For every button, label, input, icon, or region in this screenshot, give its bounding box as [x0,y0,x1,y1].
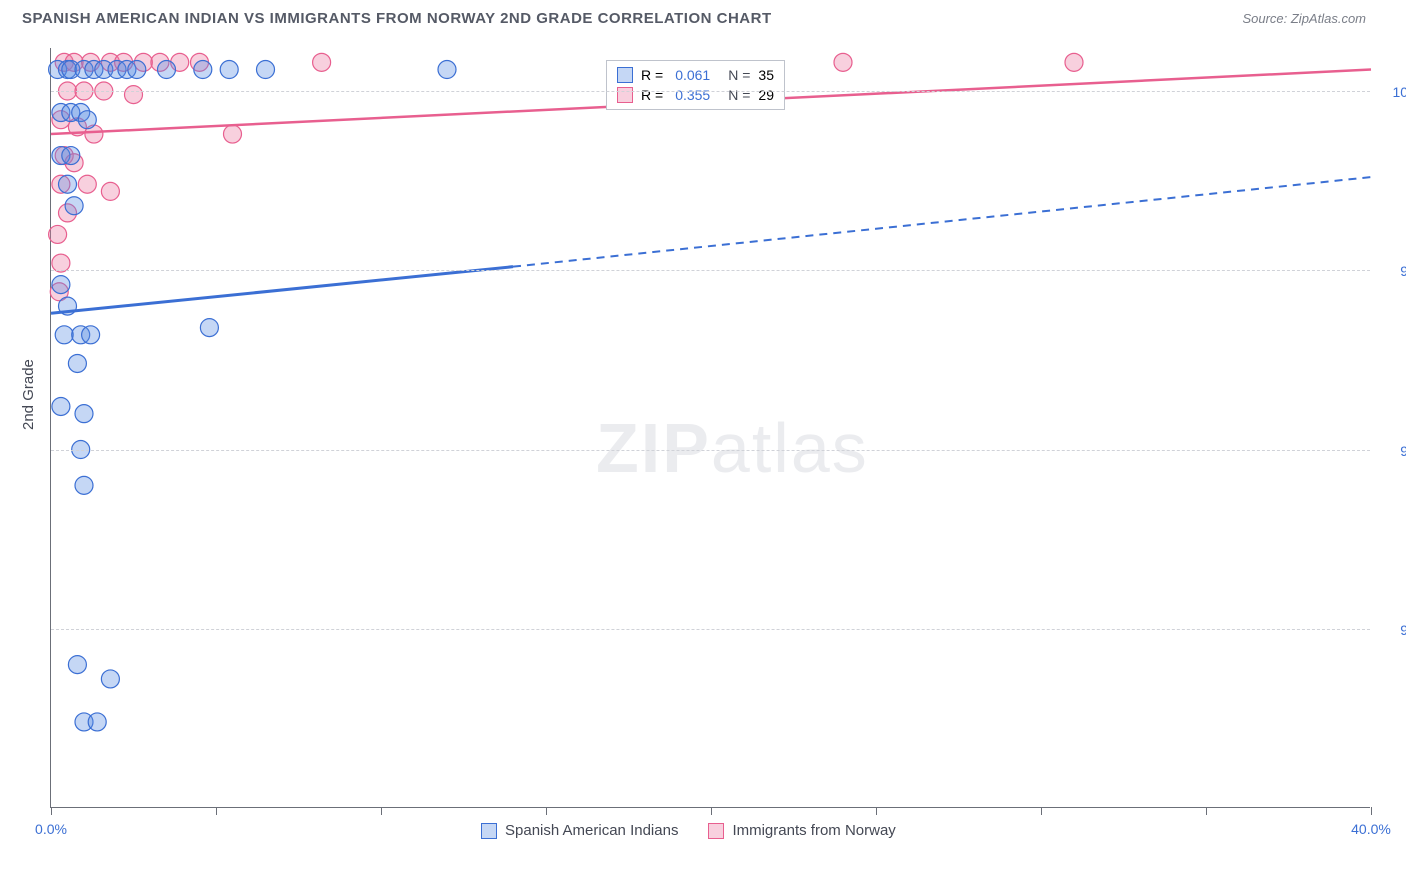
scatter-point [224,125,242,143]
scatter-point [65,197,83,215]
legend-label-pink: Immigrants from Norway [732,822,895,839]
source-attribution: Source: ZipAtlas.com [1242,11,1366,26]
chart-title: SPANISH AMERICAN INDIAN VS IMMIGRANTS FR… [22,10,772,27]
legend-swatch-blue [617,67,633,83]
scatter-point [55,326,73,344]
gridline-h: 92.5% [51,629,1370,630]
y-tick-label: 92.5% [1380,622,1406,638]
scatter-point [194,61,212,79]
legend-swatch-blue-b [481,823,497,839]
x-tick [546,807,547,815]
scatter-point [52,397,70,415]
scatter-point [75,476,93,494]
gridline-h: 100.0% [51,91,1370,92]
scatter-point [834,53,852,71]
x-tick-label: 0.0% [35,821,67,837]
legend-label-blue: Spanish American Indians [505,822,678,839]
scatter-point [101,670,119,688]
legend-item-pink: Immigrants from Norway [708,822,895,839]
r-label: R = [641,67,663,83]
scatter-point [200,319,218,337]
scatter-point [257,61,275,79]
x-tick [1371,807,1372,815]
legend-row-pink: R = 0.355 N = 29 [617,85,774,105]
scatter-point [75,405,93,423]
pink-n-value: 29 [758,87,774,103]
x-tick [1041,807,1042,815]
legend-item-blue: Spanish American Indians [481,822,678,839]
scatter-point [125,86,143,104]
x-tick-label: 40.0% [1351,821,1391,837]
correlation-legend: R = 0.061 N = 35 R = 0.355 N = 29 [606,60,785,110]
trend-line-blue-solid [51,267,513,314]
blue-n-value: 35 [758,67,774,83]
blue-r-value: 0.061 [675,67,710,83]
x-tick [381,807,382,815]
scatter-point [128,61,146,79]
x-tick [216,807,217,815]
gridline-h: 95.0% [51,450,1370,451]
pink-r-value: 0.355 [675,87,710,103]
x-tick [51,807,52,815]
n-label: N = [728,67,750,83]
legend-swatch-pink [617,87,633,103]
y-tick-label: 100.0% [1380,84,1406,100]
scatter-point [62,147,80,165]
trend-line-blue-dashed [513,177,1371,267]
scatter-point [68,656,86,674]
x-tick [711,807,712,815]
y-axis-title: 2nd Grade [20,359,37,430]
scatter-point [59,175,77,193]
scatter-plot-svg [51,48,1370,807]
scatter-point [82,326,100,344]
scatter-point [438,61,456,79]
scatter-point [158,61,176,79]
scatter-point [49,225,67,243]
scatter-point [68,354,86,372]
scatter-point [52,276,70,294]
y-tick-label: 97.5% [1380,263,1406,279]
scatter-point [101,182,119,200]
legend-swatch-pink-b [708,823,724,839]
scatter-point [88,713,106,731]
scatter-point [78,111,96,129]
y-tick-label: 95.0% [1380,443,1406,459]
chart-plot-area: ZIPatlas R = 0.061 N = 35 R = 0.355 N = … [50,48,1370,808]
series-legend: Spanish American Indians Immigrants from… [481,822,896,839]
scatter-point [220,61,238,79]
n-label: N = [728,87,750,103]
gridline-h: 97.5% [51,270,1370,271]
scatter-point [1065,53,1083,71]
legend-row-blue: R = 0.061 N = 35 [617,65,774,85]
scatter-point [313,53,331,71]
header: SPANISH AMERICAN INDIAN VS IMMIGRANTS FR… [0,0,1406,37]
r-label: R = [641,87,663,103]
scatter-point [78,175,96,193]
x-tick [1206,807,1207,815]
x-tick [876,807,877,815]
